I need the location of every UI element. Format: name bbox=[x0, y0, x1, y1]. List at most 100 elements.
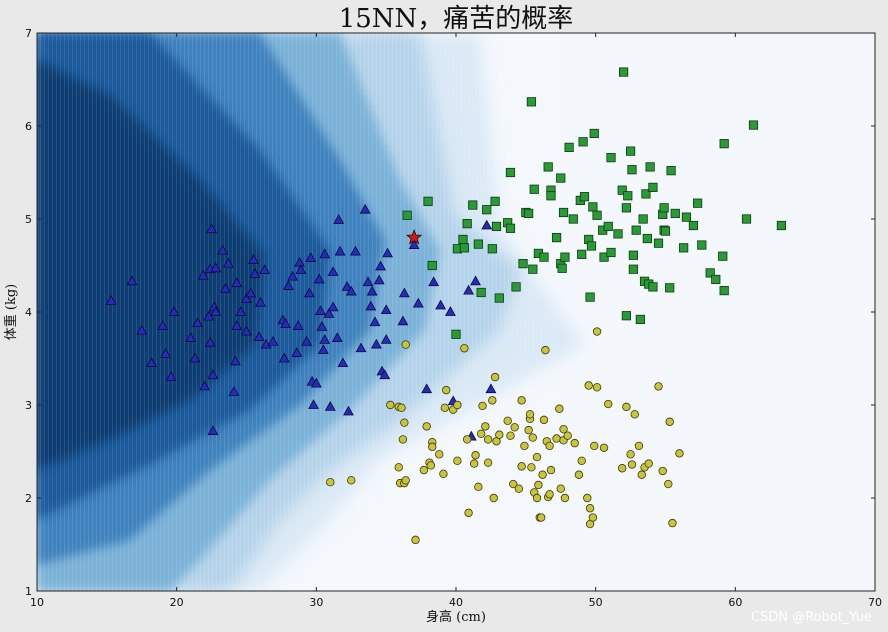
square-marker bbox=[558, 207, 569, 218]
contour-hatching bbox=[37, 33, 557, 591]
triangle-marker bbox=[282, 280, 294, 290]
square-marker bbox=[592, 210, 602, 220]
square-marker bbox=[494, 293, 504, 303]
circle-marker bbox=[386, 400, 395, 410]
triangle-marker bbox=[365, 300, 377, 311]
circle-marker bbox=[488, 396, 497, 405]
circle-marker bbox=[630, 410, 639, 419]
circle-marker bbox=[552, 434, 561, 443]
triangle-marker bbox=[229, 355, 241, 366]
triangle-marker bbox=[481, 219, 493, 230]
square-marker bbox=[586, 241, 597, 251]
circle-marker bbox=[525, 410, 535, 419]
square-marker bbox=[528, 264, 538, 274]
square-marker bbox=[423, 196, 433, 206]
square-marker bbox=[526, 97, 537, 107]
triangle-marker bbox=[366, 285, 378, 296]
triangle-marker bbox=[333, 214, 345, 224]
triangle-marker bbox=[331, 332, 343, 342]
triangle-marker bbox=[241, 325, 252, 336]
circle-marker bbox=[401, 340, 410, 349]
triangle-marker bbox=[207, 425, 219, 435]
circle-marker bbox=[545, 490, 554, 499]
square-marker bbox=[648, 282, 658, 292]
chart-title: 15NN，痛苦的概率 bbox=[339, 4, 574, 34]
triangle-marker bbox=[345, 285, 357, 296]
y-tick-label: 5 bbox=[25, 213, 32, 226]
y-tick-label: 7 bbox=[25, 27, 32, 40]
square-marker bbox=[705, 268, 715, 278]
triangle-marker bbox=[435, 299, 447, 310]
triangle-marker bbox=[206, 223, 218, 234]
circle-marker bbox=[555, 404, 564, 413]
circle-marker bbox=[440, 403, 450, 412]
circle-marker bbox=[481, 422, 490, 431]
square-marker bbox=[603, 221, 613, 232]
circle-marker bbox=[532, 493, 542, 503]
circle-marker bbox=[665, 417, 674, 426]
x-tick-label: 70 bbox=[868, 596, 882, 609]
square-marker bbox=[557, 263, 567, 273]
circle-marker bbox=[592, 383, 602, 392]
circle-marker bbox=[347, 476, 356, 485]
triangle-marker bbox=[303, 287, 315, 298]
square-marker bbox=[599, 252, 609, 262]
square-marker bbox=[719, 286, 729, 296]
circle-marker bbox=[585, 504, 595, 513]
triangle-marker bbox=[463, 284, 475, 295]
triangle-marker bbox=[319, 334, 331, 344]
circle-marker bbox=[534, 480, 543, 490]
plot-area bbox=[37, 33, 875, 591]
circle-marker bbox=[590, 441, 599, 451]
triangle-marker bbox=[146, 357, 157, 368]
triangle-marker bbox=[220, 282, 231, 293]
circle-marker bbox=[462, 435, 472, 444]
square-marker bbox=[511, 282, 521, 292]
square-marker bbox=[564, 142, 574, 152]
square-marker bbox=[551, 232, 562, 243]
square-marker bbox=[748, 120, 759, 130]
circle-marker bbox=[469, 459, 479, 468]
circle-marker bbox=[490, 372, 500, 382]
circle-marker bbox=[428, 442, 437, 452]
circle-marker bbox=[618, 464, 627, 473]
square-marker bbox=[468, 200, 478, 210]
circle-marker bbox=[514, 484, 524, 493]
square-marker bbox=[487, 244, 497, 254]
square-marker bbox=[679, 243, 689, 253]
circle-marker bbox=[527, 463, 536, 472]
triangle-marker bbox=[350, 245, 361, 256]
square-marker bbox=[546, 191, 556, 201]
square-marker bbox=[635, 314, 645, 325]
triangle-marker bbox=[341, 281, 353, 291]
square-marker bbox=[459, 243, 469, 253]
square-marker bbox=[653, 238, 664, 248]
square-marker bbox=[621, 311, 631, 321]
square-marker bbox=[402, 210, 412, 220]
triangle-marker bbox=[315, 305, 326, 315]
x-tick-label: 50 bbox=[589, 596, 603, 609]
square-marker bbox=[451, 329, 461, 339]
triangle-marker bbox=[292, 320, 304, 330]
square-marker bbox=[491, 221, 502, 232]
triangle-marker bbox=[295, 264, 307, 275]
circle-marker bbox=[478, 401, 487, 411]
square-marker bbox=[589, 128, 599, 139]
circle-marker bbox=[599, 443, 609, 452]
triangle-marker bbox=[310, 377, 322, 388]
square-marker bbox=[641, 189, 651, 199]
triangle-marker bbox=[185, 332, 197, 342]
square-marker bbox=[627, 165, 637, 175]
triangle-marker bbox=[165, 371, 177, 382]
square-marker bbox=[473, 239, 483, 249]
square-marker bbox=[645, 162, 655, 172]
x-axis-label: 身高 (cm) bbox=[426, 609, 486, 625]
triangle-marker bbox=[355, 342, 367, 353]
circle-marker bbox=[517, 396, 526, 405]
circle-marker bbox=[675, 449, 684, 458]
square-marker bbox=[490, 196, 500, 206]
square-marker bbox=[505, 223, 516, 233]
circle-marker bbox=[524, 425, 533, 435]
x-tick-label: 40 bbox=[449, 596, 463, 609]
circle-marker bbox=[503, 416, 512, 426]
